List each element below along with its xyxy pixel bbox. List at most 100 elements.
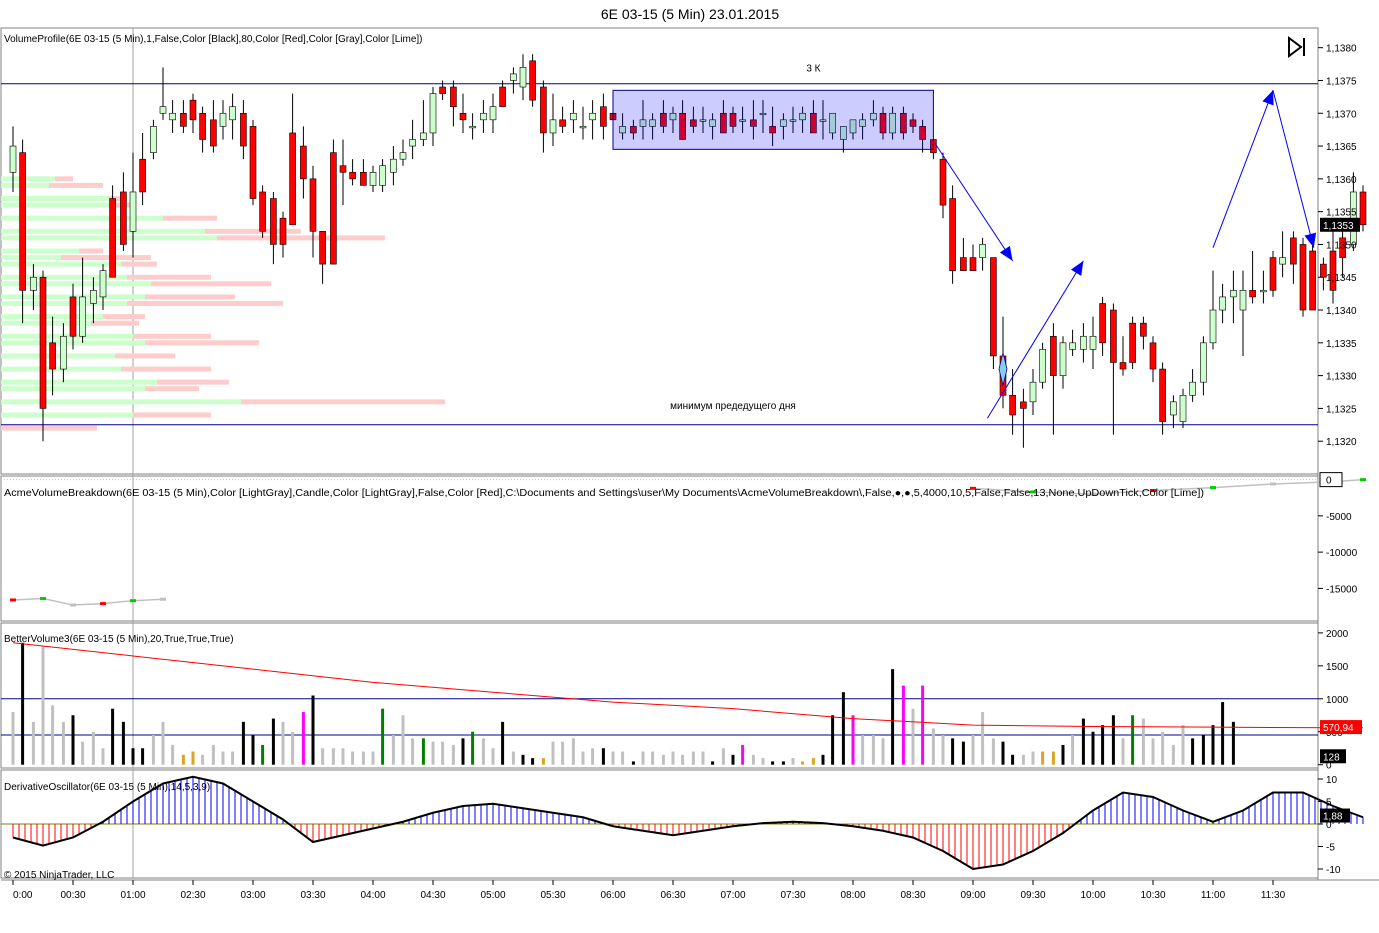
volume-bar xyxy=(651,751,655,765)
price-axis: 1,1320 1,1325 1,1330 1,1335 1,1340 1,1345 1,13… xyxy=(1318,44,1360,448)
volume-bar xyxy=(1101,725,1105,765)
candle-body xyxy=(360,171,367,186)
volume-tick-label: 0 xyxy=(1326,761,1332,772)
candle-body xyxy=(1170,401,1177,416)
candle-body xyxy=(1209,309,1217,344)
candle-body xyxy=(519,67,527,88)
time-tick-label: 10:00 xyxy=(1080,890,1105,901)
profile-up-bar xyxy=(1,202,109,208)
volume-bar xyxy=(921,685,925,765)
last-price-label: 1,1353 xyxy=(1323,221,1354,232)
range-box xyxy=(612,89,934,150)
volume-bar xyxy=(361,751,365,765)
volume-bar xyxy=(11,711,15,765)
candle-body xyxy=(889,112,896,134)
volume-bar xyxy=(1171,744,1175,765)
candle-body xyxy=(529,60,536,101)
candle-body xyxy=(399,152,407,160)
candle-body xyxy=(1279,257,1286,265)
volume-bar xyxy=(971,735,975,765)
candle-body xyxy=(1149,342,1157,370)
time-tick-label: 09:30 xyxy=(1020,890,1045,901)
candle-body xyxy=(729,112,737,127)
price-tick-label: 1,1340 xyxy=(1326,306,1357,317)
volume-bar xyxy=(241,721,245,765)
volume-bar xyxy=(911,708,915,765)
volume-bar xyxy=(1081,718,1085,765)
candle-body xyxy=(639,119,647,127)
profile-down-bar xyxy=(55,176,73,182)
candle-body xyxy=(1119,362,1127,370)
candle-body xyxy=(420,132,427,140)
price-tick-label: 1,1345 xyxy=(1326,273,1357,284)
acme-tick-label: -15000 xyxy=(1326,584,1358,595)
volume-bar xyxy=(1231,721,1235,765)
candle-body xyxy=(919,126,926,140)
acme-panel-label: AcmeVolumeBreakdown(6E 03-15 (5 Min),Col… xyxy=(4,488,1204,499)
candle-body xyxy=(1339,237,1346,258)
candle-body xyxy=(60,335,67,370)
candle-body xyxy=(510,73,517,81)
candle-body xyxy=(1260,290,1267,293)
candle-body xyxy=(870,112,877,121)
volume-bar xyxy=(441,741,445,765)
volume-bar xyxy=(601,748,605,765)
price-tick-label: 1,1335 xyxy=(1326,339,1357,350)
play-pause-icon[interactable] xyxy=(1288,36,1305,58)
volume-bar xyxy=(211,744,215,765)
profile-up-bar xyxy=(1,248,79,254)
diamond-marker xyxy=(998,352,1008,386)
volume-bar xyxy=(401,715,405,765)
price-tick-label: 1,1360 xyxy=(1326,175,1357,186)
candle-body xyxy=(589,112,596,121)
volume-bar xyxy=(71,715,75,765)
volume-bar xyxy=(451,744,455,765)
acme-tick-mark xyxy=(160,597,166,601)
profile-up-bar xyxy=(1,333,133,339)
candle-body xyxy=(759,112,767,116)
candle-body xyxy=(1179,394,1187,422)
candle-body xyxy=(349,171,356,180)
volume-bar xyxy=(481,738,485,765)
volume-bar xyxy=(1131,715,1135,765)
volume-bar xyxy=(771,761,775,765)
volume-bar xyxy=(1221,702,1225,765)
profile-up-bar xyxy=(1,353,115,359)
candle-body xyxy=(480,112,487,121)
candle-body xyxy=(669,112,677,121)
candle-body xyxy=(309,178,317,232)
candle-body xyxy=(1069,342,1076,350)
volume-bar xyxy=(301,711,305,765)
volume-bar xyxy=(631,761,635,765)
candle-body xyxy=(180,112,187,127)
time-axis: 0:00 00:30 01:00 02:30 03:00 03:30 04:00 04:30 0… xyxy=(1,879,1318,901)
candle-body xyxy=(1020,401,1027,409)
volume-tick-label: 1000 xyxy=(1326,695,1349,706)
candle-body xyxy=(780,119,787,127)
profile-up-bar xyxy=(1,314,103,320)
oscillator-signal-line xyxy=(12,775,1364,871)
time-tick-label: 06:00 xyxy=(600,890,625,901)
candle-body xyxy=(289,132,296,226)
acme-tick-mark xyxy=(40,597,46,601)
candle-body xyxy=(849,119,857,134)
volume-bar xyxy=(511,751,515,765)
volume-bar xyxy=(1161,731,1165,765)
volume-bar xyxy=(331,748,335,765)
volume-bar xyxy=(261,744,265,765)
price-panel-label: VolumeProfile(6E 03-15 (5 Min),1,False,C… xyxy=(4,34,423,45)
profile-down-bar xyxy=(49,182,103,188)
profile-down-bar xyxy=(163,215,217,221)
candle-body xyxy=(549,119,557,134)
candle-body xyxy=(1129,322,1136,363)
candle-body xyxy=(450,86,457,108)
candle-body xyxy=(990,257,997,357)
profile-up-bar xyxy=(1,215,163,221)
candle-body xyxy=(1359,191,1367,226)
candle-body xyxy=(259,191,266,232)
candle-body xyxy=(339,165,347,173)
candle-body xyxy=(979,244,986,258)
candle-body xyxy=(1329,250,1337,291)
candle-body xyxy=(30,276,37,291)
